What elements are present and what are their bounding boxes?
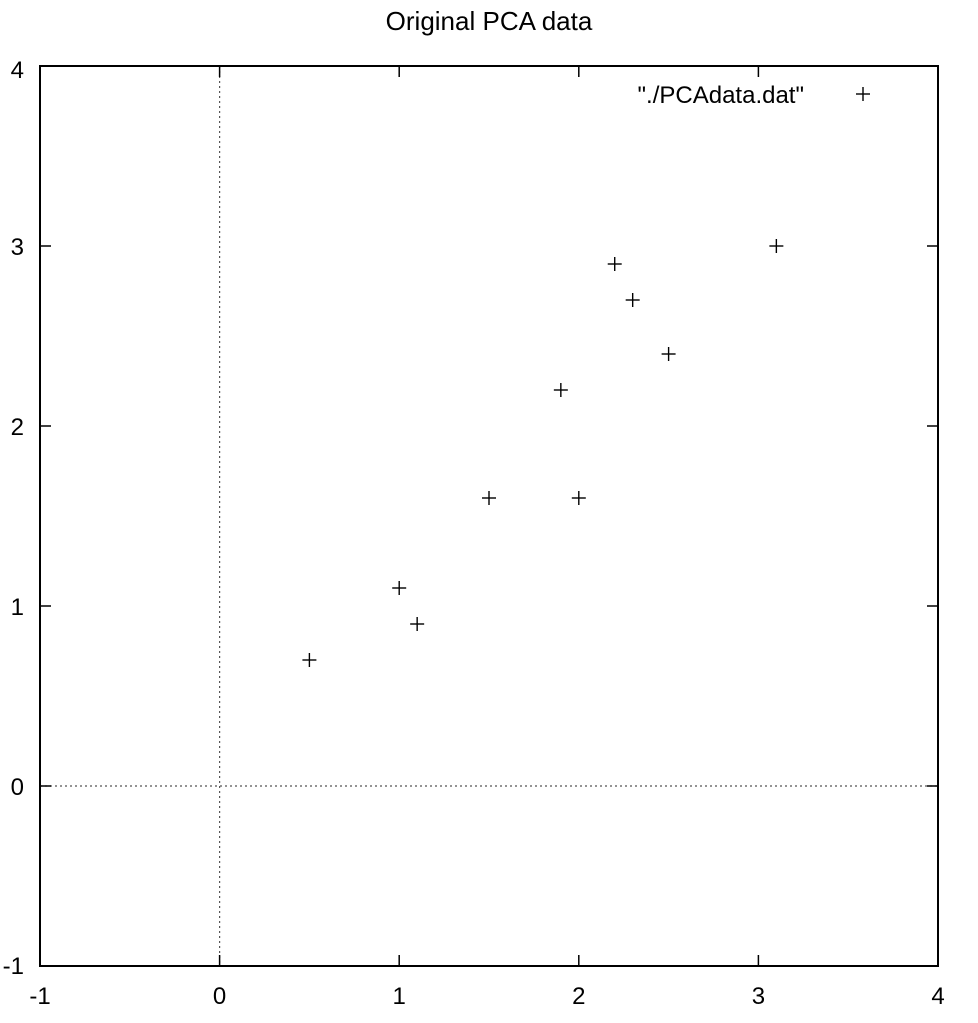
data-point	[625, 293, 640, 307]
chart-title: Original PCA data	[386, 6, 593, 36]
data-point	[607, 257, 622, 271]
y-tick-label: 1	[11, 594, 24, 621]
y-tick-label: 2	[11, 414, 24, 441]
x-tick-label: -1	[29, 983, 50, 1010]
data-point	[571, 491, 586, 505]
data-points	[302, 239, 784, 667]
legend: "./PCAdata.dat"	[638, 82, 870, 109]
legend-marker-plus	[856, 87, 870, 101]
x-tick-label: 0	[213, 983, 226, 1010]
y-tick-label: 0	[11, 774, 24, 801]
plot-frame	[39, 65, 939, 967]
x-tick-label: 1	[393, 983, 406, 1010]
legend-label: "./PCAdata.dat"	[638, 82, 804, 109]
axis-ticks	[39, 65, 939, 967]
y-tick-label: 4	[11, 57, 24, 84]
legend-marker-plus-icon	[856, 87, 870, 101]
zero-axes	[40, 66, 938, 966]
data-point	[661, 347, 676, 361]
data-point	[410, 617, 425, 631]
data-point	[302, 653, 317, 667]
axis-tick-labels: -1 0 1 2 3 4 -1 0 1 2 3 4	[3, 57, 945, 1010]
y-tick-label: -1	[3, 953, 24, 980]
data-point	[482, 491, 496, 505]
data-point	[392, 581, 407, 595]
x-tick-label: 4	[931, 983, 944, 1010]
y-tick-label: 3	[11, 234, 24, 261]
x-tick-label: 2	[572, 983, 585, 1010]
data-point	[769, 239, 784, 253]
data-point	[553, 383, 568, 397]
x-tick-label: 3	[752, 983, 765, 1010]
